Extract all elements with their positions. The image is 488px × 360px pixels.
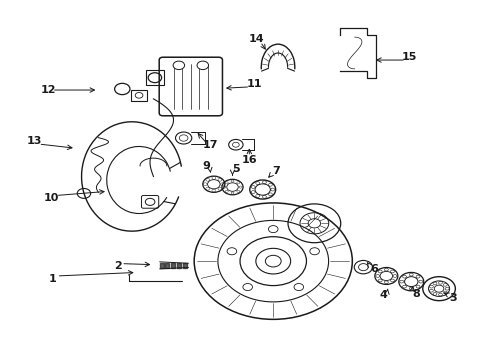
- Text: 13: 13: [27, 136, 42, 146]
- Text: 8: 8: [411, 289, 419, 298]
- Text: 9: 9: [202, 161, 210, 171]
- Circle shape: [197, 61, 208, 69]
- Text: 11: 11: [246, 79, 261, 89]
- Text: 1: 1: [49, 274, 57, 284]
- Text: 12: 12: [40, 85, 56, 95]
- Text: 7: 7: [271, 166, 279, 176]
- Text: 3: 3: [448, 293, 456, 303]
- Text: 4: 4: [379, 290, 386, 300]
- Text: 10: 10: [44, 193, 60, 203]
- Circle shape: [173, 61, 184, 69]
- Text: 16: 16: [241, 154, 257, 165]
- Text: 6: 6: [369, 264, 377, 274]
- Text: 14: 14: [248, 34, 264, 44]
- Text: 2: 2: [113, 261, 121, 271]
- Text: 15: 15: [401, 52, 417, 62]
- Text: 17: 17: [202, 140, 217, 150]
- Text: 5: 5: [232, 165, 240, 174]
